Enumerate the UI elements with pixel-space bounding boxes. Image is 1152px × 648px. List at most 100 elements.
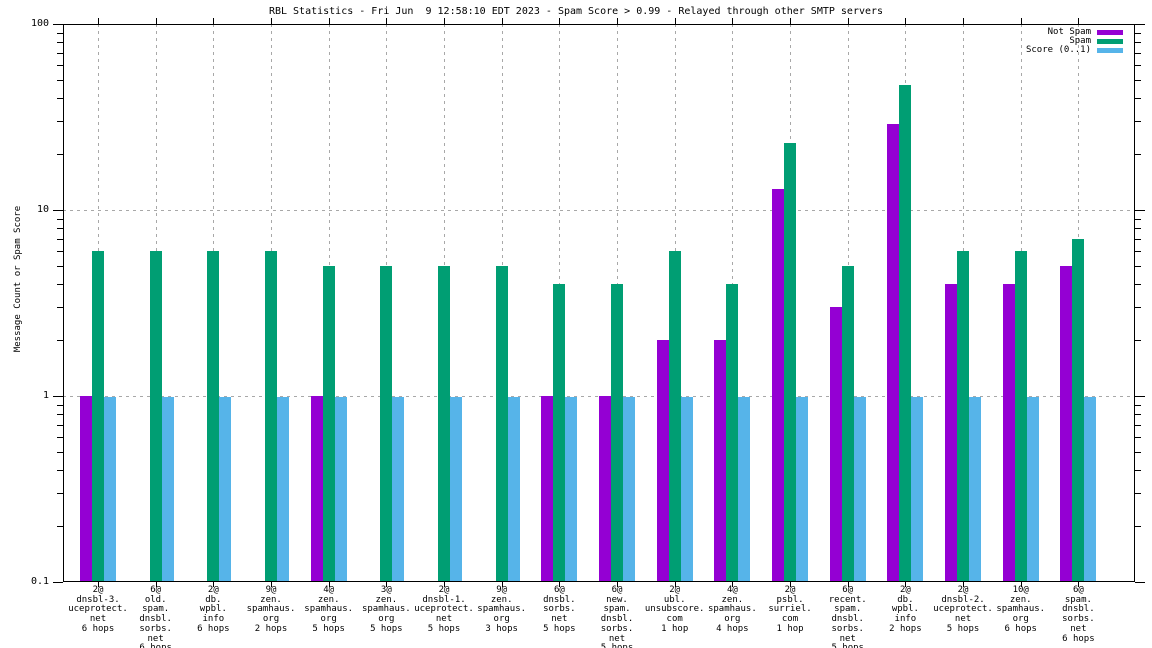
y-tick	[57, 238, 63, 240]
x-tick	[501, 18, 503, 24]
bar-not-spam	[80, 396, 92, 581]
y-tick	[57, 284, 63, 286]
y-gridline	[63, 210, 1135, 211]
x-tick	[1078, 582, 1080, 587]
x-tick	[617, 18, 619, 24]
y-tick	[1135, 582, 1145, 583]
bar-not-spam	[714, 340, 727, 581]
y-tick-label: 100	[30, 18, 49, 29]
y-tick	[57, 340, 63, 341]
y-tick	[1135, 121, 1141, 123]
bar-score-0-1-	[161, 396, 174, 581]
x-tick	[790, 582, 792, 587]
x-tick	[444, 18, 446, 24]
x-tick	[617, 582, 619, 587]
y-tick	[57, 52, 63, 54]
y-tick	[57, 526, 63, 527]
x-tick	[271, 18, 272, 24]
y-tick	[1135, 493, 1141, 495]
x-tick	[98, 18, 99, 24]
y-tick	[57, 32, 63, 34]
y-tick-label: 1	[42, 390, 49, 401]
legend-swatch	[1097, 39, 1123, 44]
y-tick	[57, 154, 63, 155]
y-tick	[1135, 404, 1141, 406]
x-category-label: 6@ old. spam. dnsbl. sorbs. net 6 hops	[139, 585, 172, 648]
y-tick	[53, 24, 63, 25]
x-tick	[386, 582, 388, 587]
bar-spam	[668, 251, 681, 581]
y-tick	[1135, 526, 1141, 527]
x-tick	[98, 582, 99, 587]
bar-not-spam	[1060, 265, 1073, 581]
y-tick	[1135, 52, 1141, 54]
y-tick	[1135, 265, 1141, 267]
bar-score-0-1-	[334, 396, 347, 581]
bar-not-spam	[656, 340, 669, 581]
x-category-label: 2@ psbl. surriel. com 1 hop	[768, 585, 812, 634]
y-tick	[1135, 437, 1141, 439]
y-axis-title: Message Count or Spam Score	[13, 205, 23, 353]
y-tick	[1135, 251, 1141, 253]
y-tick	[1135, 65, 1141, 67]
y-tick	[1135, 42, 1141, 44]
y-tick	[1135, 451, 1141, 453]
x-tick	[1020, 18, 1022, 24]
y-tick	[57, 424, 63, 426]
bar-score-0-1-	[853, 396, 866, 581]
bar-spam	[380, 265, 393, 581]
x-tick	[155, 18, 157, 24]
bar-score-0-1-	[623, 396, 636, 581]
x-tick	[847, 18, 849, 24]
bar-score-0-1-	[1026, 396, 1039, 581]
y-tick	[1135, 414, 1141, 416]
x-category-label: 2@ db. wpbl. info 2 hops	[889, 585, 922, 634]
y-tick	[1135, 79, 1141, 81]
bar-not-spam	[887, 123, 900, 581]
legend: Not Spam Spam Score (0..1)	[1026, 28, 1123, 55]
x-category-label: 2@ dnsbl-1. uceprotect. net 5 hops	[414, 585, 474, 634]
bar-spam	[322, 265, 335, 581]
y-tick	[57, 307, 63, 309]
y-tick	[57, 228, 63, 230]
x-category-label: 9@ zen. spamhaus. org 2 hops	[246, 585, 296, 634]
bar-spam	[841, 265, 854, 581]
x-tick	[328, 582, 330, 587]
bar-score-0-1-	[1084, 396, 1097, 581]
y-tick	[1135, 210, 1145, 211]
bar-spam	[438, 265, 451, 581]
x-tick	[732, 582, 734, 587]
x-category-label: 10@ zen. spamhaus. org 6 hops	[996, 585, 1046, 634]
x-tick	[790, 18, 792, 24]
bar-not-spam	[945, 284, 958, 581]
legend-label: Score (0..1)	[1025, 45, 1091, 55]
x-tick	[155, 582, 157, 587]
x-category-label: 9@ zen. spamhaus. org 3 hops	[477, 585, 527, 634]
x-category-label: 4@ zen. spamhaus. org 5 hops	[304, 585, 354, 634]
bar-spam	[265, 251, 277, 581]
y-tick	[1135, 307, 1141, 309]
bar-score-0-1-	[104, 396, 116, 581]
x-category-label: 6@ dnsbl. sorbs. net 5 hops	[543, 585, 576, 634]
bar-score-0-1-	[796, 396, 809, 581]
chart-title: RBL Statistics - Fri Jun 9 12:58:10 EDT …	[268, 6, 884, 17]
bar-score-0-1-	[450, 396, 463, 581]
x-category-label: 2@ dnsbl-3. uceprotect. net 6 hops	[68, 585, 128, 634]
bar-spam	[1014, 251, 1027, 581]
bar-not-spam	[772, 188, 785, 581]
x-category-label: 6@ spam. dnsbl. sorbs. net 6 hops	[1062, 585, 1095, 644]
x-tick	[386, 18, 388, 24]
x-category-label: 2@ ubl. unsubscore. com 1 hop	[644, 585, 705, 634]
y-tick	[53, 210, 63, 211]
y-tick	[57, 42, 63, 44]
y-tick	[1135, 340, 1141, 341]
y-tick	[1135, 228, 1141, 230]
bar-spam	[899, 84, 912, 581]
y-tick-label: 0.1	[30, 576, 49, 587]
y-tick	[57, 98, 63, 100]
bar-spam	[611, 284, 624, 581]
bar-spam	[149, 251, 162, 581]
x-tick	[271, 582, 272, 587]
legend-label: Spam	[1069, 36, 1091, 46]
bar-score-0-1-	[969, 396, 982, 581]
